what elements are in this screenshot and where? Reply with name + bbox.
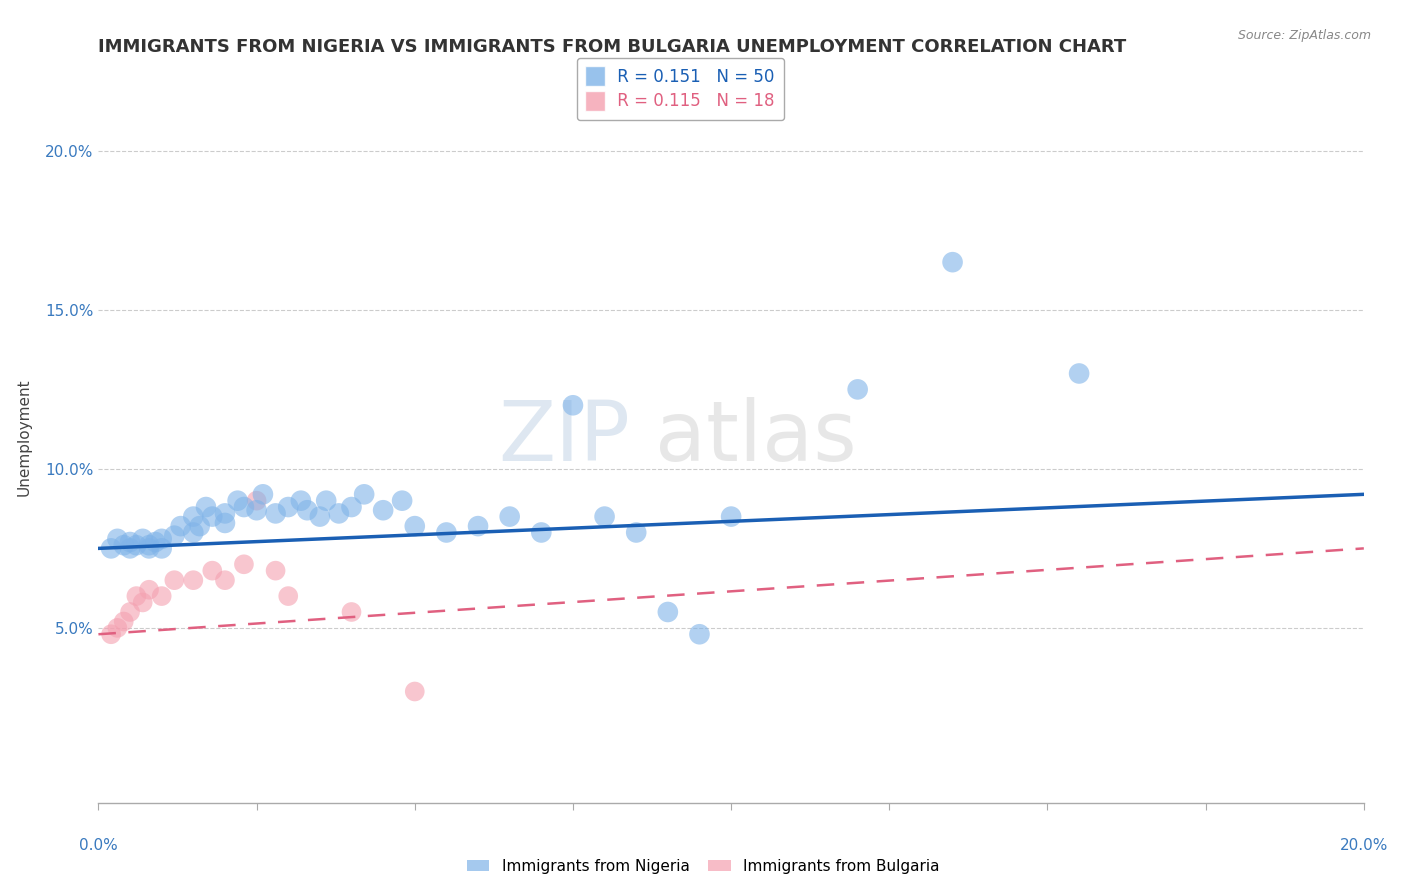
- Point: [720, 509, 742, 524]
- Text: IMMIGRANTS FROM NIGERIA VS IMMIGRANTS FROM BULGARIA UNEMPLOYMENT CORRELATION CHA: IMMIGRANTS FROM NIGERIA VS IMMIGRANTS FR…: [98, 38, 1126, 56]
- Point: [214, 507, 236, 521]
- Text: 0.0%: 0.0%: [79, 838, 118, 853]
- Point: [201, 509, 224, 524]
- Point: [846, 383, 869, 397]
- Point: [107, 621, 129, 635]
- Text: ZIP: ZIP: [498, 397, 630, 477]
- Point: [150, 532, 173, 546]
- Point: [315, 493, 337, 508]
- Point: [163, 529, 186, 543]
- Point: [391, 493, 413, 508]
- Point: [214, 573, 236, 587]
- Point: [942, 255, 965, 269]
- Point: [194, 500, 218, 514]
- Point: [371, 503, 394, 517]
- Point: [125, 589, 148, 603]
- Text: Source: ZipAtlas.com: Source: ZipAtlas.com: [1237, 29, 1371, 42]
- Point: [252, 487, 274, 501]
- Point: [112, 538, 135, 552]
- Point: [183, 509, 205, 524]
- Point: [340, 500, 363, 514]
- Point: [1067, 367, 1090, 381]
- Point: [353, 487, 375, 501]
- Legend: Immigrants from Nigeria, Immigrants from Bulgaria: Immigrants from Nigeria, Immigrants from…: [460, 853, 946, 880]
- Point: [138, 582, 160, 597]
- Point: [688, 627, 710, 641]
- Point: [163, 573, 186, 587]
- Point: [100, 541, 122, 556]
- Point: [183, 525, 205, 540]
- Point: [188, 519, 211, 533]
- Point: [145, 535, 166, 549]
- Point: [132, 595, 155, 609]
- Point: [297, 503, 319, 517]
- Point: [107, 532, 129, 546]
- Point: [226, 493, 249, 508]
- Point: [125, 538, 148, 552]
- Point: [290, 493, 312, 508]
- Point: [120, 541, 141, 556]
- Point: [138, 541, 160, 556]
- Point: [436, 525, 458, 540]
- Point: [150, 541, 173, 556]
- Y-axis label: Unemployment: Unemployment: [17, 378, 31, 496]
- Point: [100, 627, 122, 641]
- Point: [467, 519, 489, 533]
- Point: [120, 605, 141, 619]
- Point: [214, 516, 236, 530]
- Point: [277, 589, 299, 603]
- Point: [404, 684, 426, 698]
- Point: [277, 500, 299, 514]
- Point: [264, 564, 287, 578]
- Point: [561, 398, 585, 412]
- Point: [264, 507, 287, 521]
- Point: [169, 519, 191, 533]
- Point: [150, 589, 173, 603]
- Text: 20.0%: 20.0%: [1340, 838, 1388, 853]
- Point: [624, 525, 647, 540]
- Point: [498, 509, 520, 524]
- Point: [138, 538, 160, 552]
- Point: [120, 535, 141, 549]
- Point: [309, 509, 332, 524]
- Point: [246, 503, 269, 517]
- Point: [233, 500, 256, 514]
- Point: [233, 558, 256, 572]
- Text: atlas: atlas: [655, 397, 856, 477]
- Point: [340, 605, 363, 619]
- Point: [328, 507, 350, 521]
- Point: [246, 493, 269, 508]
- Point: [593, 509, 616, 524]
- Point: [657, 605, 679, 619]
- Legend:  R = 0.151   N = 50,  R = 0.115   N = 18: R = 0.151 N = 50, R = 0.115 N = 18: [576, 58, 785, 120]
- Point: [132, 532, 155, 546]
- Point: [112, 615, 135, 629]
- Point: [404, 519, 426, 533]
- Point: [530, 525, 553, 540]
- Point: [201, 564, 224, 578]
- Point: [183, 573, 205, 587]
